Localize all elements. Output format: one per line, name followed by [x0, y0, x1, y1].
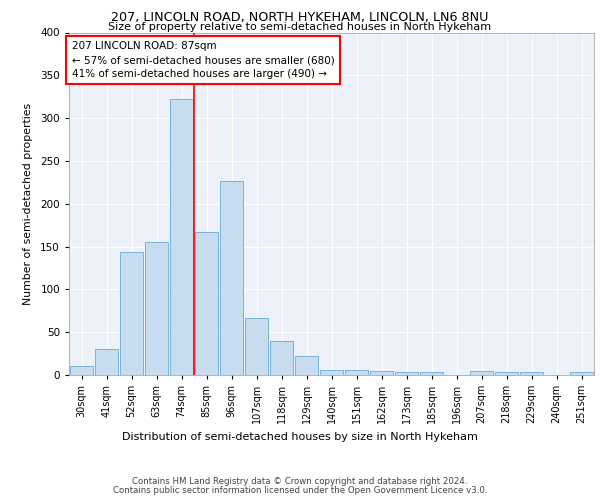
Bar [345, 370, 368, 375]
Bar [245, 318, 268, 375]
Bar [95, 350, 118, 375]
Bar [495, 372, 518, 375]
Bar [395, 372, 418, 375]
Bar [170, 100, 193, 375]
Y-axis label: Number of semi-detached properties: Number of semi-detached properties [23, 102, 33, 305]
Text: 207, LINCOLN ROAD, NORTH HYKEHAM, LINCOLN, LN6 8NU: 207, LINCOLN ROAD, NORTH HYKEHAM, LINCOL… [111, 11, 489, 24]
Text: Contains public sector information licensed under the Open Government Licence v3: Contains public sector information licen… [113, 486, 487, 495]
Bar [320, 370, 343, 375]
Bar [120, 252, 143, 375]
Bar [370, 370, 393, 375]
Text: Contains HM Land Registry data © Crown copyright and database right 2024.: Contains HM Land Registry data © Crown c… [132, 478, 468, 486]
Bar [420, 372, 443, 375]
Bar [220, 182, 243, 375]
Bar [270, 341, 293, 375]
Text: Distribution of semi-detached houses by size in North Hykeham: Distribution of semi-detached houses by … [122, 432, 478, 442]
Bar [70, 366, 93, 375]
Bar [470, 370, 493, 375]
Bar [520, 372, 543, 375]
Bar [145, 242, 168, 375]
Bar [570, 372, 593, 375]
Text: 207 LINCOLN ROAD: 87sqm
← 57% of semi-detached houses are smaller (680)
41% of s: 207 LINCOLN ROAD: 87sqm ← 57% of semi-de… [71, 41, 334, 79]
Bar [295, 356, 318, 375]
Text: Size of property relative to semi-detached houses in North Hykeham: Size of property relative to semi-detach… [109, 22, 491, 32]
Bar [195, 232, 218, 375]
